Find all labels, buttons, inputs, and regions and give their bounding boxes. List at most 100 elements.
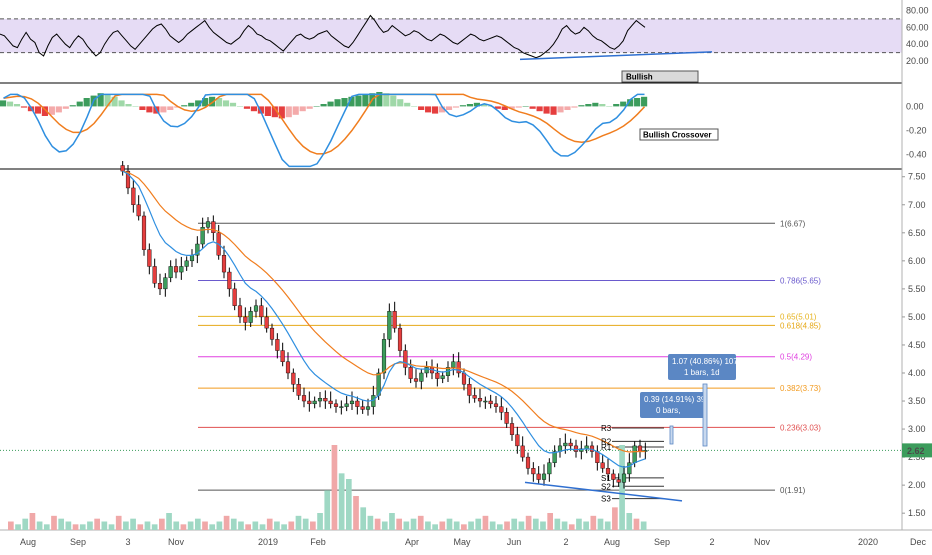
time-axis-label: Sep bbox=[654, 537, 670, 547]
macd-histogram-bar bbox=[76, 101, 83, 107]
macd-histogram-bar bbox=[313, 106, 320, 107]
volume-bar bbox=[101, 521, 108, 530]
candle-body bbox=[344, 403, 349, 407]
candle-body bbox=[477, 398, 483, 402]
callout-box-2 bbox=[640, 392, 706, 418]
macd-histogram-bar bbox=[411, 106, 418, 107]
candle-body bbox=[307, 400, 312, 405]
macd-histogram-bar bbox=[564, 106, 571, 110]
candle-body bbox=[280, 350, 285, 362]
rsi-trendline bbox=[519, 51, 713, 61]
macd-histogram-bar bbox=[209, 96, 216, 107]
volume-bar bbox=[410, 518, 417, 530]
macd-histogram-bar bbox=[383, 93, 390, 107]
volume-bar bbox=[65, 521, 72, 530]
macd-histogram-bar bbox=[181, 105, 188, 107]
macd-annotation-box bbox=[639, 128, 719, 141]
candle-body bbox=[168, 266, 173, 278]
macd-histogram-bar bbox=[167, 106, 174, 110]
volume-bar bbox=[180, 524, 187, 530]
volume-bar bbox=[324, 490, 331, 530]
volume-bar bbox=[547, 513, 554, 530]
volume-bar bbox=[230, 518, 237, 530]
macd-histogram-bar bbox=[188, 102, 195, 107]
volume-bar bbox=[496, 524, 503, 530]
volume-bar bbox=[302, 518, 309, 530]
macd-histogram-bar bbox=[250, 106, 258, 112]
fib-level-label: 0.786(5.65) bbox=[780, 276, 821, 285]
macd-histogram-bar bbox=[278, 106, 285, 119]
volume-bar bbox=[238, 521, 244, 530]
candle-body bbox=[163, 277, 168, 290]
macd-histogram-bar bbox=[473, 102, 480, 107]
volume-bar bbox=[331, 445, 338, 530]
time-axis-label: 2 bbox=[709, 537, 714, 547]
measure-range-1 bbox=[702, 383, 708, 447]
macd-tick-label: 0.00 bbox=[906, 101, 924, 111]
macd-histogram-bar bbox=[20, 106, 28, 108]
volume-bar bbox=[252, 521, 259, 530]
volume-bar bbox=[633, 518, 640, 530]
candle-body bbox=[611, 473, 616, 480]
volume-bar bbox=[94, 518, 100, 530]
volume-bar bbox=[108, 524, 115, 530]
candle-body bbox=[413, 378, 419, 382]
candle-body bbox=[536, 473, 541, 480]
volume-bar bbox=[461, 524, 467, 530]
candle-body bbox=[275, 339, 280, 351]
volume-bar bbox=[288, 521, 295, 530]
macd-histogram-bar bbox=[508, 106, 515, 109]
candle-body bbox=[248, 311, 253, 323]
macd-histogram-bar bbox=[466, 104, 474, 107]
macd-histogram-bar bbox=[571, 106, 578, 108]
macd-histogram-bar bbox=[557, 106, 564, 113]
fib-level-label: 0.5(4.29) bbox=[780, 353, 812, 362]
volume-bar bbox=[482, 515, 489, 530]
volume-bar bbox=[360, 507, 367, 530]
candle-body bbox=[637, 445, 643, 452]
price-tick-label: 6.50 bbox=[908, 228, 926, 238]
macd-histogram-bar bbox=[264, 106, 271, 116]
macd-histogram-bar bbox=[55, 106, 62, 113]
macd-histogram-bar bbox=[362, 94, 369, 107]
time-axis-label: Nov bbox=[754, 537, 771, 547]
macd-histogram-bar bbox=[139, 106, 146, 110]
volume-bar bbox=[561, 521, 568, 530]
price-tick-label: 2.00 bbox=[908, 480, 926, 490]
macd-histogram-bar bbox=[236, 106, 244, 107]
rsi-tick-label: 40.00 bbox=[906, 39, 929, 49]
macd-histogram-bar bbox=[494, 106, 501, 109]
price-tick-label: 5.50 bbox=[908, 284, 926, 294]
volume-bar bbox=[353, 496, 359, 530]
macd-histogram-bar bbox=[606, 106, 613, 107]
macd-histogram-bar bbox=[550, 106, 557, 115]
price-tick-label: 4.00 bbox=[908, 368, 926, 378]
time-axis-label: Apr bbox=[405, 537, 419, 547]
volume-bar bbox=[159, 518, 165, 530]
macd-histogram-bar bbox=[271, 106, 278, 118]
volume-bar bbox=[417, 515, 424, 530]
volume-bar bbox=[626, 513, 633, 530]
rsi-annotation-box bbox=[621, 70, 699, 83]
volume-bar bbox=[202, 521, 208, 530]
candle-body bbox=[269, 327, 275, 340]
time-axis-label: 2 bbox=[563, 537, 568, 547]
candle-body bbox=[221, 255, 227, 273]
volume-bar bbox=[583, 521, 589, 530]
volume-bar bbox=[8, 521, 14, 530]
macd-histogram-bar bbox=[292, 106, 299, 115]
volume-bar bbox=[338, 473, 345, 530]
candle-body bbox=[355, 400, 360, 407]
candle-body bbox=[456, 361, 461, 374]
macd-histogram-bar bbox=[390, 95, 397, 107]
macd-histogram-bar bbox=[306, 106, 313, 109]
macd-histogram-bar bbox=[487, 106, 494, 107]
time-axis-label: Nov bbox=[168, 537, 185, 547]
volume-bar bbox=[604, 521, 611, 530]
callout-1-line1: 1.07 (40.86%) 107 bbox=[672, 357, 738, 366]
macd-histogram-bar bbox=[83, 98, 90, 107]
rsi-tick-label: 20.00 bbox=[906, 56, 929, 66]
fib-level-label: 1(6.67) bbox=[780, 219, 806, 228]
price-tick-label: 1.50 bbox=[908, 508, 926, 518]
